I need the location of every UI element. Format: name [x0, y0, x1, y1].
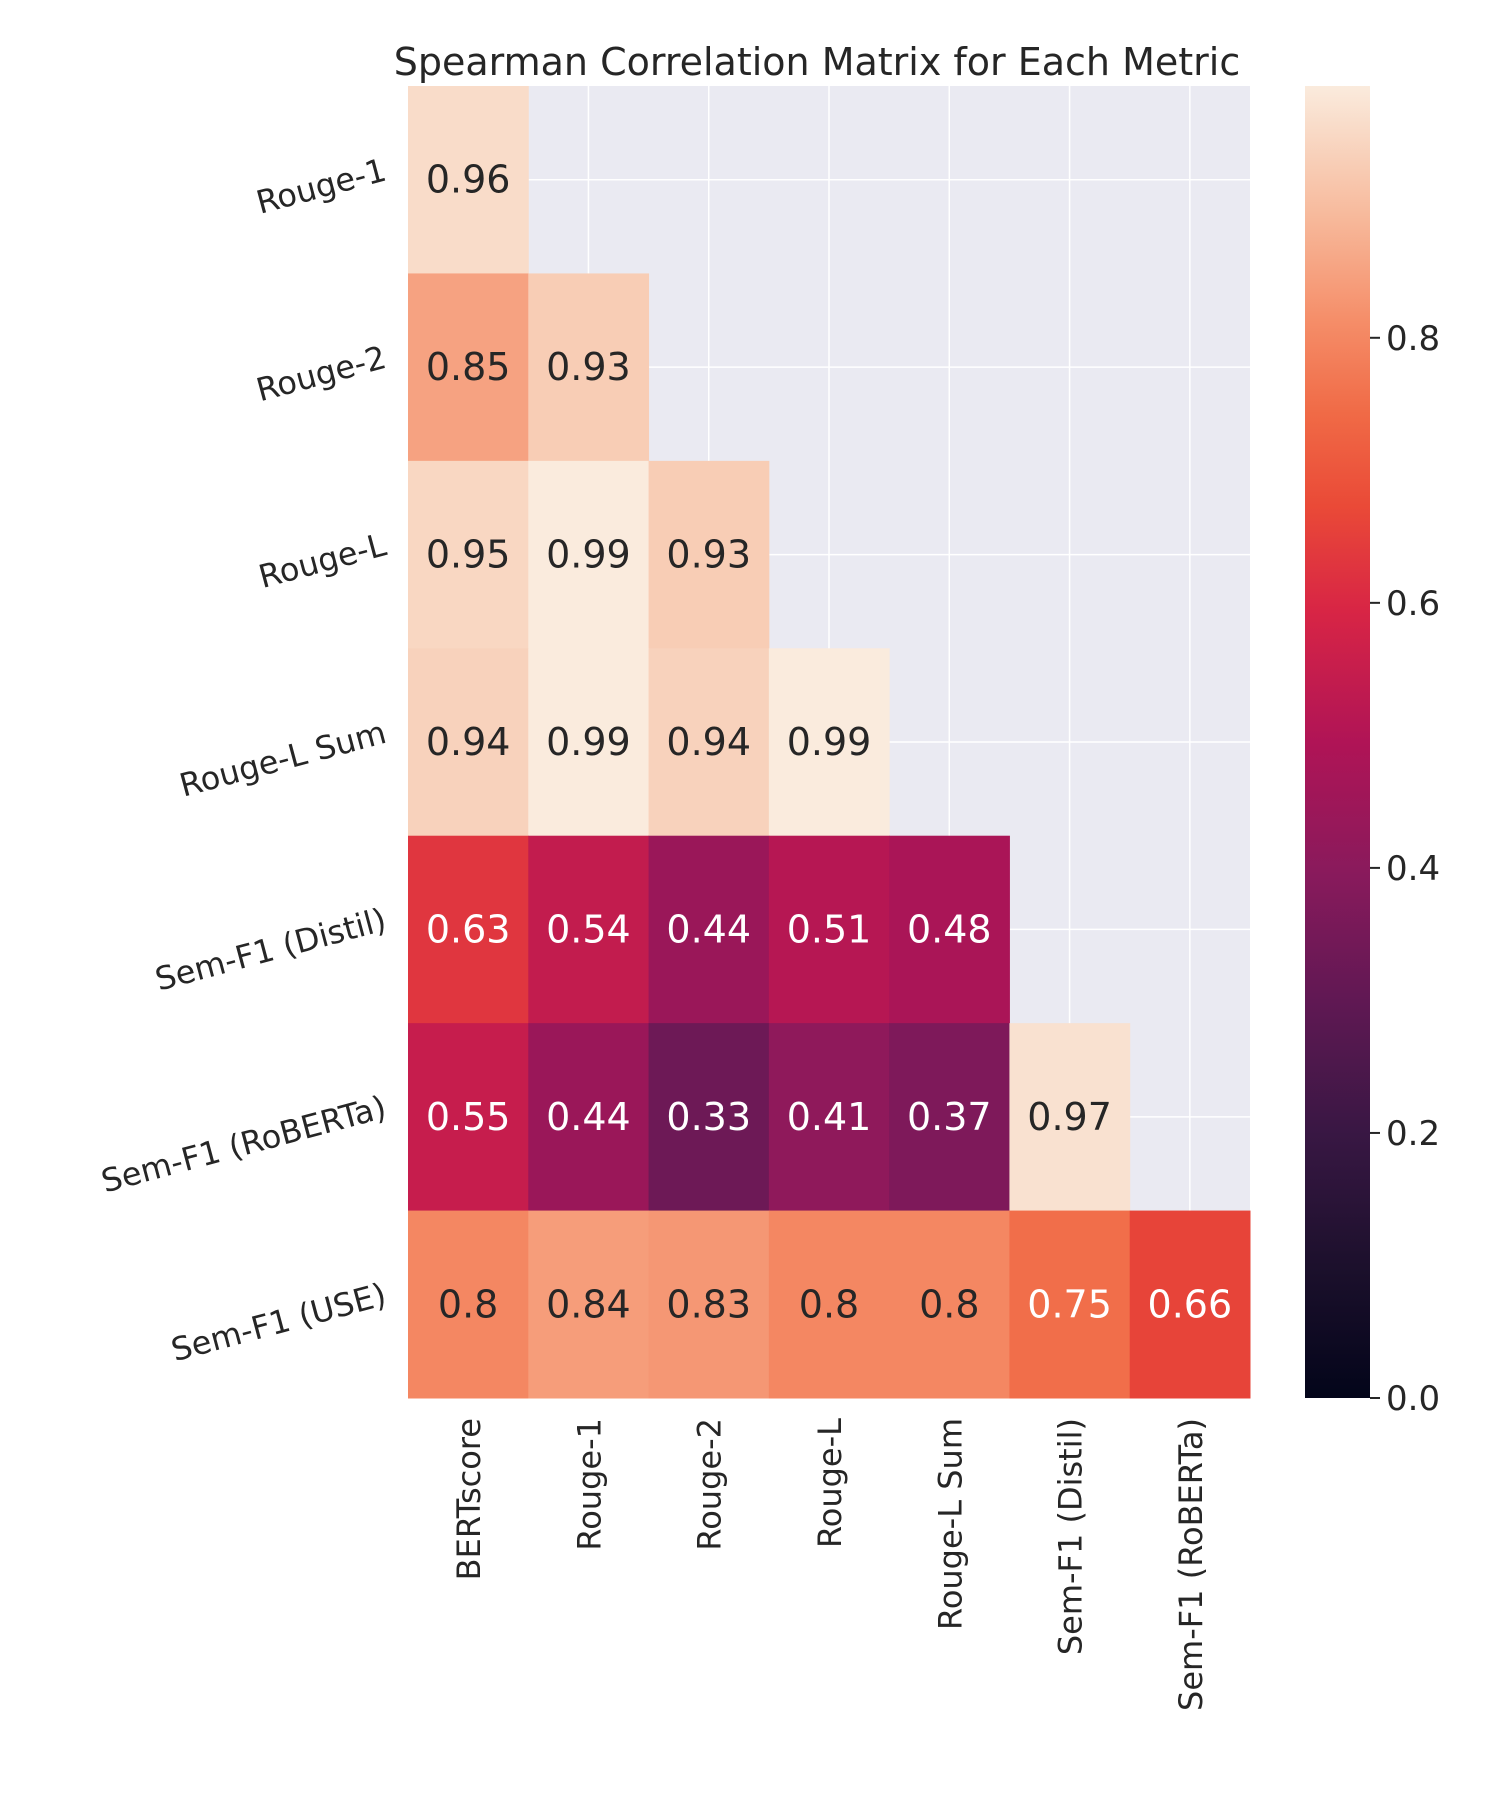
heatmap-cell	[408, 1023, 529, 1212]
cell-value-label: 0.99	[546, 533, 631, 577]
heatmap-cell	[889, 1210, 1010, 1399]
heatmap-cell	[768, 1023, 890, 1212]
cell-value-label: 0.66	[1148, 1282, 1233, 1326]
heatmap-cell	[528, 648, 650, 837]
x-tick-label: Sem-F1 (Distil)	[1052, 1418, 1090, 1655]
heatmap-cell	[648, 835, 770, 1024]
colorbar-gradient	[1305, 86, 1370, 1398]
y-tick-label: Rouge-1	[252, 151, 390, 222]
heatmap-cell	[408, 648, 529, 837]
cell-value-label: 0.63	[426, 907, 511, 951]
heatmap-cell	[648, 1210, 770, 1399]
heatmap-cell	[1009, 1023, 1131, 1212]
heatmap-cell	[408, 273, 529, 462]
cell-value-label: 0.96	[426, 158, 511, 202]
y-axis-tick-labels: Rouge-1 Rouge-2 Rouge-L Rouge-L Sum Sem-F1 (…	[97, 151, 390, 1369]
y-tick-label: Sem-F1 (USE)	[167, 1275, 390, 1369]
cell-value-label: 0.37	[907, 1095, 992, 1139]
x-tick-label: Rouge-2	[691, 1418, 729, 1551]
colorbar-tick-label: 0.0	[1386, 1379, 1440, 1419]
cell-value-label: 0.95	[426, 533, 511, 577]
colorbar-tick-label: 0.4	[1386, 849, 1440, 889]
x-axis-tick-labels: BERTscore Rouge-1 Rouge-2 Rouge-L Rouge-L Su…	[450, 1418, 1210, 1711]
cell-value-label: 0.48	[907, 907, 992, 951]
colorbar-tick-label: 0.2	[1386, 1114, 1440, 1154]
cell-value-label: 0.93	[666, 533, 751, 577]
cell-value-label: 0.99	[787, 720, 872, 764]
heatmap-cell	[889, 1023, 1010, 1212]
y-tick-label: Rouge-L Sum	[175, 713, 390, 805]
heatmap-cell	[528, 1023, 650, 1212]
cell-value-label: 0.84	[546, 1282, 631, 1326]
cell-value-label: 0.8	[438, 1282, 498, 1326]
cell-value-label: 0.44	[546, 1095, 631, 1139]
heatmap-cell	[648, 1023, 770, 1212]
cell-value-label: 0.75	[1027, 1282, 1112, 1326]
heatmap-cell	[648, 648, 770, 837]
colorbar-tick-label: 0.8	[1386, 319, 1440, 359]
cell-value-label: 0.51	[787, 907, 872, 951]
heatmap-cell	[648, 460, 770, 649]
x-tick-label: BERTscore	[450, 1418, 488, 1580]
cell-value-label: 0.33	[666, 1095, 751, 1139]
x-tick-label: Rouge-L	[811, 1418, 849, 1548]
x-tick-label: Rouge-1	[570, 1418, 608, 1551]
y-tick-label: Rouge-2	[252, 338, 390, 409]
heatmap-cell	[528, 273, 650, 462]
heatmap-cell	[528, 835, 650, 1024]
chart-title: Spearman Correlation Matrix for Each Met…	[394, 40, 1240, 84]
heatmap-cells: 0.96 0.85 0.93 0.95 0.99 0.93 0.94 0.99 0.94 0.99…	[408, 86, 1251, 1399]
heatmap-cell	[408, 460, 529, 649]
heatmap-cell	[889, 835, 1010, 1024]
heatmap-cell	[768, 1210, 890, 1399]
heatmap-cell	[528, 460, 650, 649]
cell-value-label: 0.8	[799, 1282, 859, 1326]
cell-value-label: 0.55	[426, 1095, 511, 1139]
colorbar-tick-label: 0.6	[1386, 584, 1440, 624]
cell-value-label: 0.97	[1027, 1095, 1112, 1139]
x-tick-label: Rouge-L Sum	[931, 1418, 969, 1630]
y-tick-label: Sem-F1 (RoBERTa)	[97, 1088, 390, 1201]
heatmap-cell	[1009, 1210, 1131, 1399]
heatmap-cell	[408, 1210, 529, 1399]
cell-value-label: 0.44	[666, 907, 751, 951]
cell-value-label: 0.85	[426, 345, 511, 389]
cell-value-label: 0.99	[546, 720, 631, 764]
cell-value-label: 0.8	[919, 1282, 979, 1326]
cell-value-label: 0.93	[546, 345, 631, 389]
y-tick-label: Rouge-L	[255, 526, 391, 596]
heatmap-cell	[1129, 1210, 1251, 1399]
heatmap-cell	[768, 835, 890, 1024]
cell-value-label: 0.41	[787, 1095, 872, 1139]
y-tick-label: Sem-F1 (Distil)	[151, 900, 390, 998]
heatmap-cell	[528, 1210, 650, 1399]
cell-value-label: 0.94	[426, 720, 511, 764]
cell-value-label: 0.83	[666, 1282, 751, 1326]
heatmap-cell	[768, 648, 890, 837]
x-tick-label: Sem-F1 (RoBERTa)	[1172, 1418, 1210, 1711]
heatmap-cell	[408, 835, 529, 1024]
colorbar: 0.0 0.2 0.4 0.6 0.8	[1305, 86, 1440, 1419]
cell-value-label: 0.94	[666, 720, 751, 764]
heatmap-cell	[408, 86, 529, 274]
cell-value-label: 0.54	[546, 907, 631, 951]
